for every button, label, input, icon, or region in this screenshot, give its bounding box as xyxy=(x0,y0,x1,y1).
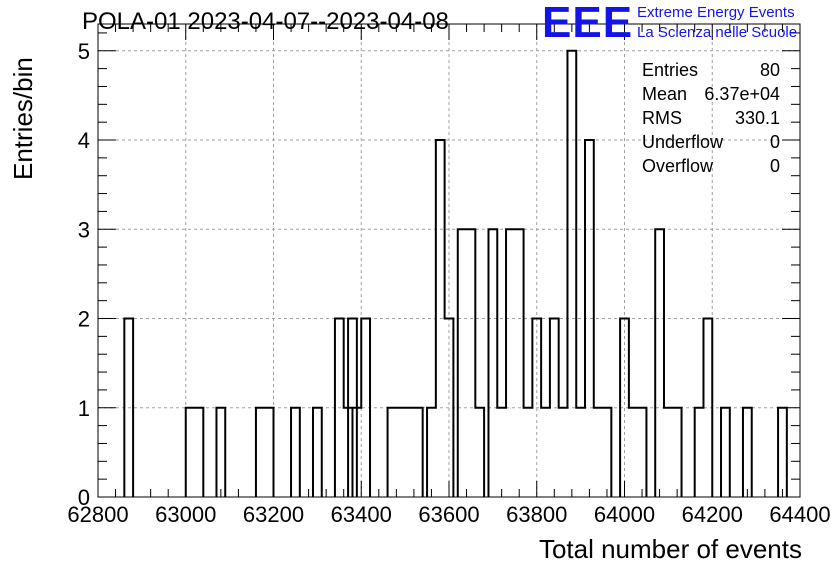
histogram-outline xyxy=(123,49,788,497)
y-tick-label: 1 xyxy=(78,396,90,421)
stats-value: 330.1 xyxy=(734,108,780,128)
stats-value: 6.37e+04 xyxy=(704,84,780,104)
x-tick-label: 63800 xyxy=(506,502,567,527)
x-tick-label: 63200 xyxy=(243,502,304,527)
x-tick-label: 64400 xyxy=(769,502,830,527)
x-tick-label: 63600 xyxy=(418,502,479,527)
x-tick-label: 64000 xyxy=(594,502,655,527)
x-axis-label: Total number of events xyxy=(538,534,802,564)
y-tick-label: 4 xyxy=(78,128,90,153)
chart-title: POLA-01 2023-04-07--2023-04-08 xyxy=(82,8,449,35)
stats-row-rms: RMS 330.1 xyxy=(642,106,780,130)
stats-value: 0 xyxy=(769,156,780,176)
stats-label: Mean xyxy=(642,84,688,104)
x-tick-label: 62800 xyxy=(67,502,128,527)
y-axis-label: Entries/bin xyxy=(8,57,38,180)
stats-label: Underflow xyxy=(642,132,724,152)
x-tick-label: 63000 xyxy=(155,502,216,527)
logo-line-1: Extreme Energy Events xyxy=(637,4,795,21)
logo-line-2: La Scienza nelle Scuole xyxy=(637,24,798,41)
stats-value: 0 xyxy=(769,132,780,152)
stats-row-overflow: Overflow 0 xyxy=(642,154,780,178)
stats-label: RMS xyxy=(642,108,682,128)
statistics-box: Entries 80 Mean 6.37e+04 RMS 330.1 Under… xyxy=(642,58,780,178)
stats-value: 80 xyxy=(759,60,780,80)
stats-row-mean: Mean 6.37e+04 xyxy=(642,82,780,106)
y-tick-label: 5 xyxy=(78,39,90,64)
y-tick-label: 0 xyxy=(78,485,90,510)
x-tick-label: 64200 xyxy=(682,502,743,527)
y-tick-label: 2 xyxy=(78,307,90,332)
y-tick-label: 3 xyxy=(78,217,90,242)
stats-label: Overflow xyxy=(642,156,714,176)
stats-row-entries: Entries 80 xyxy=(642,58,780,82)
stats-label: Entries xyxy=(642,60,699,80)
x-tick-label: 63400 xyxy=(331,502,392,527)
stats-row-underflow: Underflow 0 xyxy=(642,130,780,154)
eee-logo: EEE xyxy=(542,0,634,47)
